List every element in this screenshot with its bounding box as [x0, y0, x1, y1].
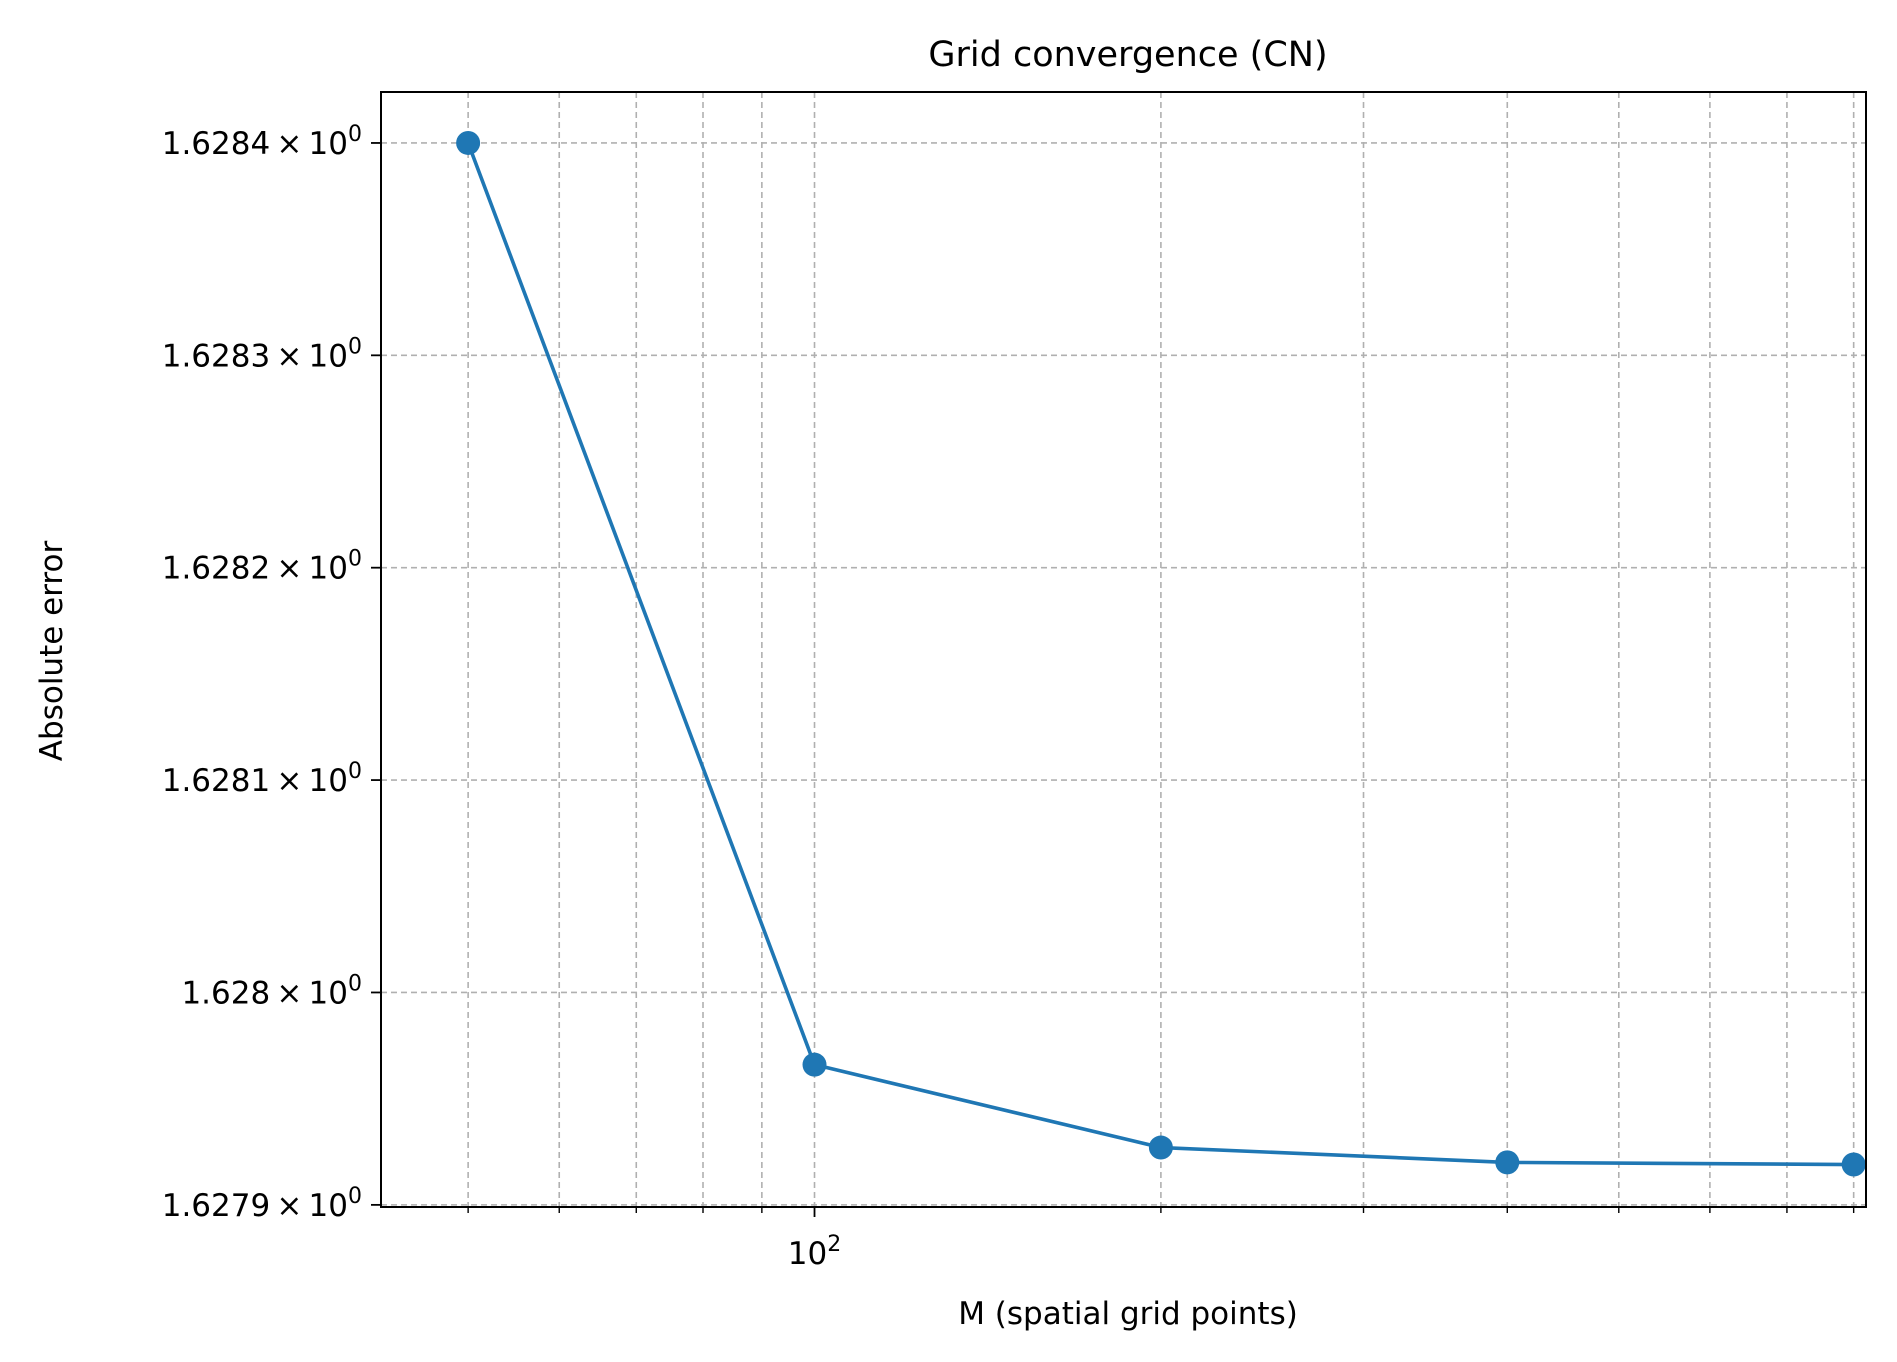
y-tick-label: 1.6281 × 100: [162, 759, 362, 799]
data-point: [802, 1052, 827, 1077]
axis-ticks: 102 1.6279 × 100 1.628 × 100 1.6281 × 100 1.…: [162, 122, 1855, 1272]
plot-area: [456, 130, 1866, 1177]
data-point: [1495, 1150, 1520, 1175]
data-point: [1148, 1135, 1173, 1160]
y-axis-label: Absolute error: [34, 541, 70, 762]
data-point: [1841, 1152, 1866, 1177]
y-tick-label: 1.628 × 100: [181, 971, 362, 1011]
grid-lines: [381, 92, 1866, 1207]
x-axis-label: M (spatial grid points): [958, 1296, 1298, 1332]
x-tick-label: 102: [788, 1232, 841, 1272]
y-tick-label: 1.6283 × 100: [162, 334, 362, 374]
y-tick-label: 1.6279 × 100: [162, 1184, 362, 1224]
chart-title: Grid convergence (CN): [928, 35, 1327, 75]
y-tick-label: 1.6282 × 100: [162, 547, 362, 587]
data-point: [456, 130, 481, 155]
y-tick-label: 1.6284 × 100: [162, 122, 362, 162]
axes-frame: [380, 91, 1867, 1208]
